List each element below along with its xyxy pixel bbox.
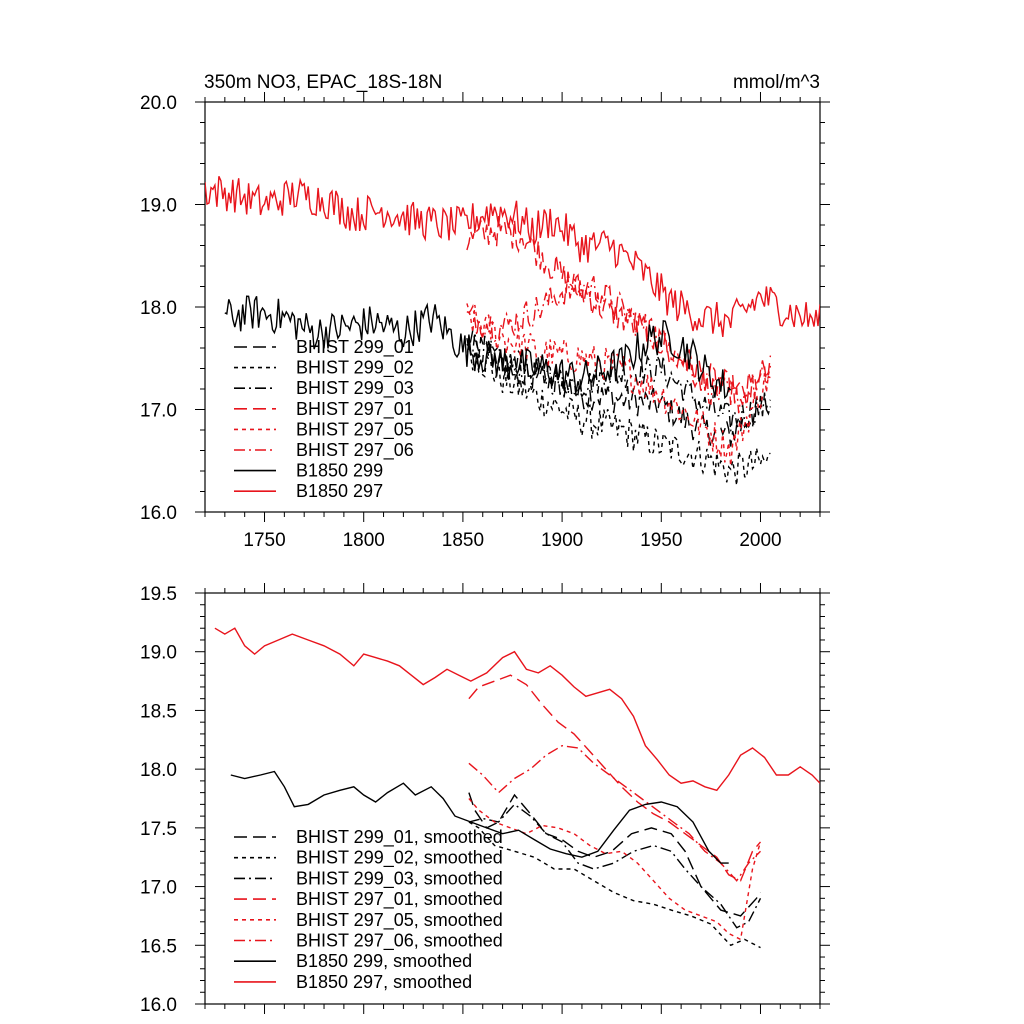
x-tick-label: 1800 bbox=[343, 530, 385, 551]
series-line-7 bbox=[224, 295, 732, 400]
x-tick-label: 1750 bbox=[243, 530, 285, 551]
top-panel-units: mmol/m^3 bbox=[733, 72, 820, 93]
legend-label: BHIST 297_05, smoothed bbox=[296, 910, 503, 931]
legend-label: BHIST 299_01, smoothed bbox=[296, 827, 503, 848]
series-line-1 bbox=[466, 330, 771, 448]
y-tick-label: 16.0 bbox=[140, 995, 177, 1016]
series-line-6 bbox=[468, 744, 761, 882]
legend-label: BHIST 299_03 bbox=[296, 378, 414, 399]
x-tick-label: 1950 bbox=[640, 530, 682, 551]
series-line-3 bbox=[468, 803, 762, 929]
y-tick-label: 16.0 bbox=[140, 503, 177, 524]
y-tick-label: 19.5 bbox=[140, 584, 177, 605]
legend-label: B1850 299, smoothed bbox=[296, 951, 472, 971]
y-tick-label: 18.0 bbox=[140, 298, 177, 319]
bottom-plot-area: 16.0 16.5 17.0 17.5 18.0 18.5 19.0 19.5 bbox=[140, 583, 830, 1016]
bottom-panel: 16.0 16.5 17.0 17.5 18.0 18.5 19.0 19.5 BHIST 2… bbox=[140, 583, 830, 1016]
y-tick-label: 17.5 bbox=[140, 819, 177, 840]
series-line-5 bbox=[466, 303, 772, 466]
series-line-7 bbox=[230, 770, 729, 864]
y-tick-label: 17.0 bbox=[140, 878, 177, 899]
legend-label: BHIST 297_01 bbox=[296, 399, 414, 420]
x-tick-label: 2000 bbox=[739, 530, 781, 551]
top-panel: 350m NO3, EPAC_18S-18N mmol/m^3 1750 1800… bbox=[140, 72, 830, 551]
series-lines bbox=[214, 627, 820, 949]
y-tick-label: 19.0 bbox=[140, 643, 177, 664]
legend-label: BHIST 299_02 bbox=[296, 358, 414, 379]
y-tick-label: 18.0 bbox=[140, 760, 177, 781]
y-tick-label: 16.5 bbox=[140, 936, 177, 957]
legend-label: BHIST 297_06, smoothed bbox=[296, 931, 503, 952]
y-tick-label: 20.0 bbox=[140, 93, 177, 114]
legend-label: BHIST 299_02, smoothed bbox=[296, 848, 503, 869]
series-line-2 bbox=[466, 336, 771, 486]
legend-label: BHIST 297_01, smoothed bbox=[296, 889, 503, 910]
series-line-8 bbox=[214, 627, 820, 792]
y-tick-label: 17.0 bbox=[140, 401, 177, 422]
series-line-1 bbox=[468, 792, 762, 917]
x-tick-label: 1900 bbox=[541, 530, 583, 551]
series-line-8 bbox=[205, 176, 820, 337]
legend-label: B1850 297, smoothed bbox=[296, 972, 472, 992]
series-line-3 bbox=[466, 332, 772, 432]
top-panel-title: 350m NO3, EPAC_18S-18N bbox=[204, 72, 442, 93]
series-line-2 bbox=[468, 821, 761, 949]
series-line-5 bbox=[468, 798, 762, 941]
y-tick-label: 18.5 bbox=[140, 701, 177, 722]
legend-label: BHIST 297_05 bbox=[296, 419, 414, 440]
legend-label: B1850 297 bbox=[296, 481, 383, 501]
series-lines bbox=[205, 176, 820, 486]
legend-label: B1850 299 bbox=[296, 461, 383, 481]
top-plot-area: 1750 1800 1850 1900 1950 2000 16.0 17.0 18.0 19.0… bbox=[140, 92, 830, 551]
plot-frame bbox=[204, 592, 821, 1005]
legend-label: BHIST 299_03, smoothed bbox=[296, 868, 503, 889]
y-tick-label: 19.0 bbox=[140, 196, 177, 217]
legend-label: BHIST 299_01 bbox=[296, 337, 414, 358]
legend-label: BHIST 297_06 bbox=[296, 440, 414, 461]
x-tick-label: 1850 bbox=[442, 530, 484, 551]
